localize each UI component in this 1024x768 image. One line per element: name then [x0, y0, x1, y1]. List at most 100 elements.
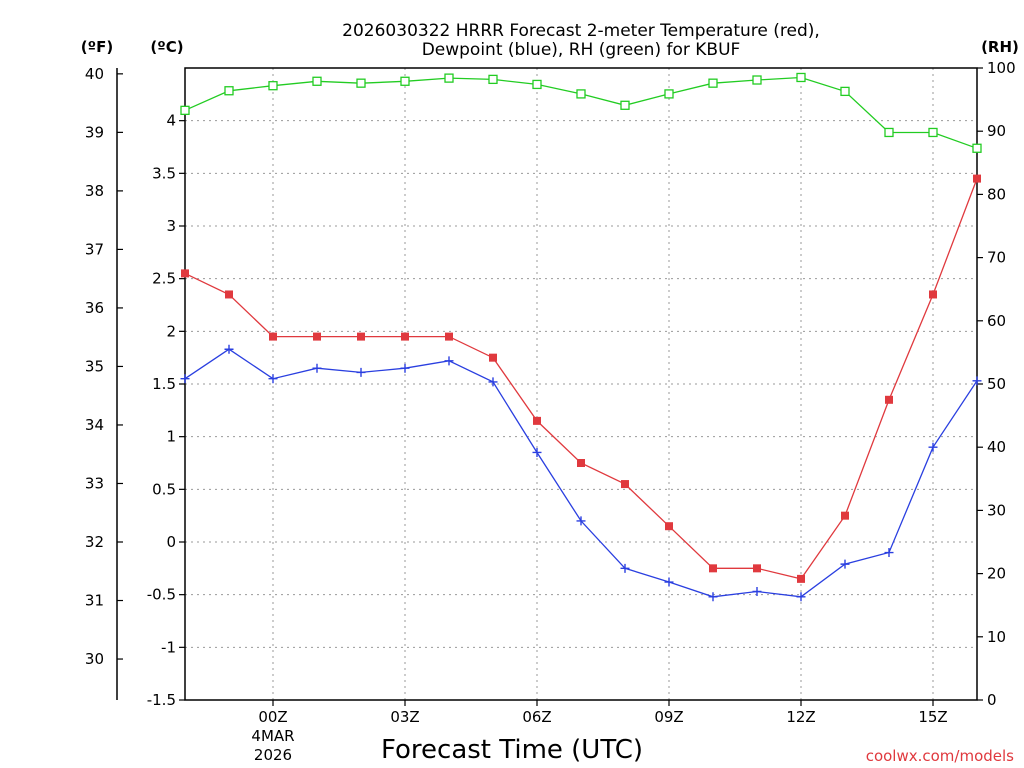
dewpoint-point	[224, 344, 234, 354]
rh-tick-label: 90	[987, 122, 1006, 140]
time-tick-label: 12Z	[786, 708, 815, 726]
axes-layer: -1.5 -1 -0.5 0 0.5 1 1.5 2 2.5 3 3.5 4 30 31 32 33 34 35 3…	[85, 59, 1016, 764]
chart-title-line-1: 2026030322 HRRR Forecast 2-meter Tempera…	[342, 21, 820, 41]
source-credit: coolwx.com/models	[866, 747, 1014, 765]
fahrenheit-tick-label: 37	[85, 240, 104, 258]
celsius-tick-label: 1.5	[152, 375, 176, 393]
rh-point	[356, 78, 366, 88]
rh-point	[620, 100, 630, 110]
fahrenheit-tick-label: 39	[85, 123, 104, 141]
fahrenheit-unit-label: (ºF)	[81, 38, 113, 56]
time-tick-label: 03Z	[390, 708, 419, 726]
fahrenheit-tick-label: 38	[85, 182, 104, 200]
rh-tick-label: 30	[987, 501, 1006, 519]
celsius-tick-label: -1	[161, 638, 176, 656]
dewpoint-point	[796, 592, 806, 602]
rh-unit-label: (RH)	[981, 38, 1019, 56]
dewpoint-point	[180, 374, 190, 384]
temperature-point	[973, 174, 981, 183]
dewpoint-point	[268, 374, 278, 384]
time-tick-label: 15Z	[918, 708, 947, 726]
rh-point	[708, 78, 718, 88]
rh-line	[184, 76, 978, 149]
rh-point	[488, 74, 498, 85]
fahrenheit-tick-label: 40	[85, 65, 104, 83]
dewpoint-point	[884, 548, 894, 558]
fahrenheit-tick-label: 33	[85, 474, 104, 492]
celsius-tick-label: 0.5	[152, 480, 176, 498]
celsius-unit-label: (ºC)	[150, 38, 183, 56]
rh-tick-label: 80	[987, 185, 1006, 203]
temperature-point	[225, 290, 233, 299]
temperature-point	[841, 511, 849, 520]
temperature-point	[753, 564, 761, 573]
dewpoint-point	[972, 376, 982, 386]
dewpoint-point	[444, 356, 454, 366]
temperature-point	[665, 522, 673, 531]
rh-point	[400, 76, 410, 86]
rh-point	[664, 89, 674, 99]
temperature-point	[929, 290, 937, 299]
temperature-point	[401, 332, 409, 341]
time-tick-label: 00Z	[258, 708, 287, 726]
fahrenheit-tick-label: 35	[85, 357, 104, 375]
dewpoint-point	[752, 587, 762, 597]
temperature-point	[533, 416, 541, 425]
rh-point	[972, 143, 982, 153]
fahrenheit-tick-label: 36	[85, 299, 104, 317]
rh-tick-label: 0	[987, 691, 997, 709]
celsius-tick-label: -1.5	[147, 691, 176, 709]
rh-point	[840, 86, 850, 97]
temperature-point	[313, 332, 321, 341]
dewpoint-point	[708, 592, 718, 602]
rh-point	[796, 72, 806, 83]
temperature-point	[269, 332, 277, 341]
celsius-tick-label: 3	[166, 217, 176, 235]
time-tick-label: 06Z	[522, 708, 551, 726]
rh-point	[268, 81, 278, 91]
dewpoint-point	[664, 577, 674, 587]
rh-tick-label: 50	[987, 375, 1006, 393]
grid-layer	[185, 68, 977, 700]
temperature-point	[357, 332, 365, 341]
celsius-tick-label: 0	[166, 533, 176, 551]
temperature-point	[445, 332, 453, 341]
rh-point	[928, 127, 938, 138]
series-layer	[180, 72, 982, 602]
time-tick-date: 4MAR	[251, 727, 294, 745]
rh-point	[884, 127, 894, 138]
rh-tick-label: 40	[987, 438, 1006, 456]
dewpoint-line	[184, 348, 978, 598]
time-tick-label: 09Z	[654, 708, 683, 726]
dewpoint-point	[532, 447, 542, 457]
temperature-point	[181, 269, 189, 278]
rh-tick-label: 100	[987, 59, 1016, 77]
celsius-tick-label: 4	[166, 112, 176, 130]
temperature-point	[621, 480, 629, 489]
rh-point	[752, 75, 762, 85]
dewpoint-point	[620, 563, 630, 573]
rh-point	[444, 73, 454, 83]
dewpoint-point	[928, 442, 938, 452]
rh-point	[576, 89, 586, 99]
fahrenheit-tick-label: 30	[85, 650, 104, 668]
celsius-tick-label: 2.5	[152, 270, 176, 288]
celsius-tick-label: -0.5	[147, 586, 176, 604]
fahrenheit-tick-label: 34	[85, 416, 104, 434]
rh-point	[532, 79, 542, 90]
temperature-point	[797, 574, 805, 583]
rh-tick-label: 70	[987, 249, 1006, 267]
x-axis-title: Forecast Time (UTC)	[381, 735, 643, 765]
rh-point	[224, 86, 234, 96]
dewpoint-point	[840, 559, 850, 569]
rh-tick-label: 20	[987, 565, 1006, 583]
temperature-point	[709, 564, 717, 573]
dewpoint-point	[488, 377, 498, 387]
dewpoint-point	[312, 363, 322, 373]
dewpoint-point	[576, 516, 586, 526]
temperature-point	[885, 395, 893, 404]
fahrenheit-tick-label: 31	[85, 592, 104, 610]
rh-tick-label: 60	[987, 312, 1006, 330]
rh-point	[312, 76, 322, 86]
